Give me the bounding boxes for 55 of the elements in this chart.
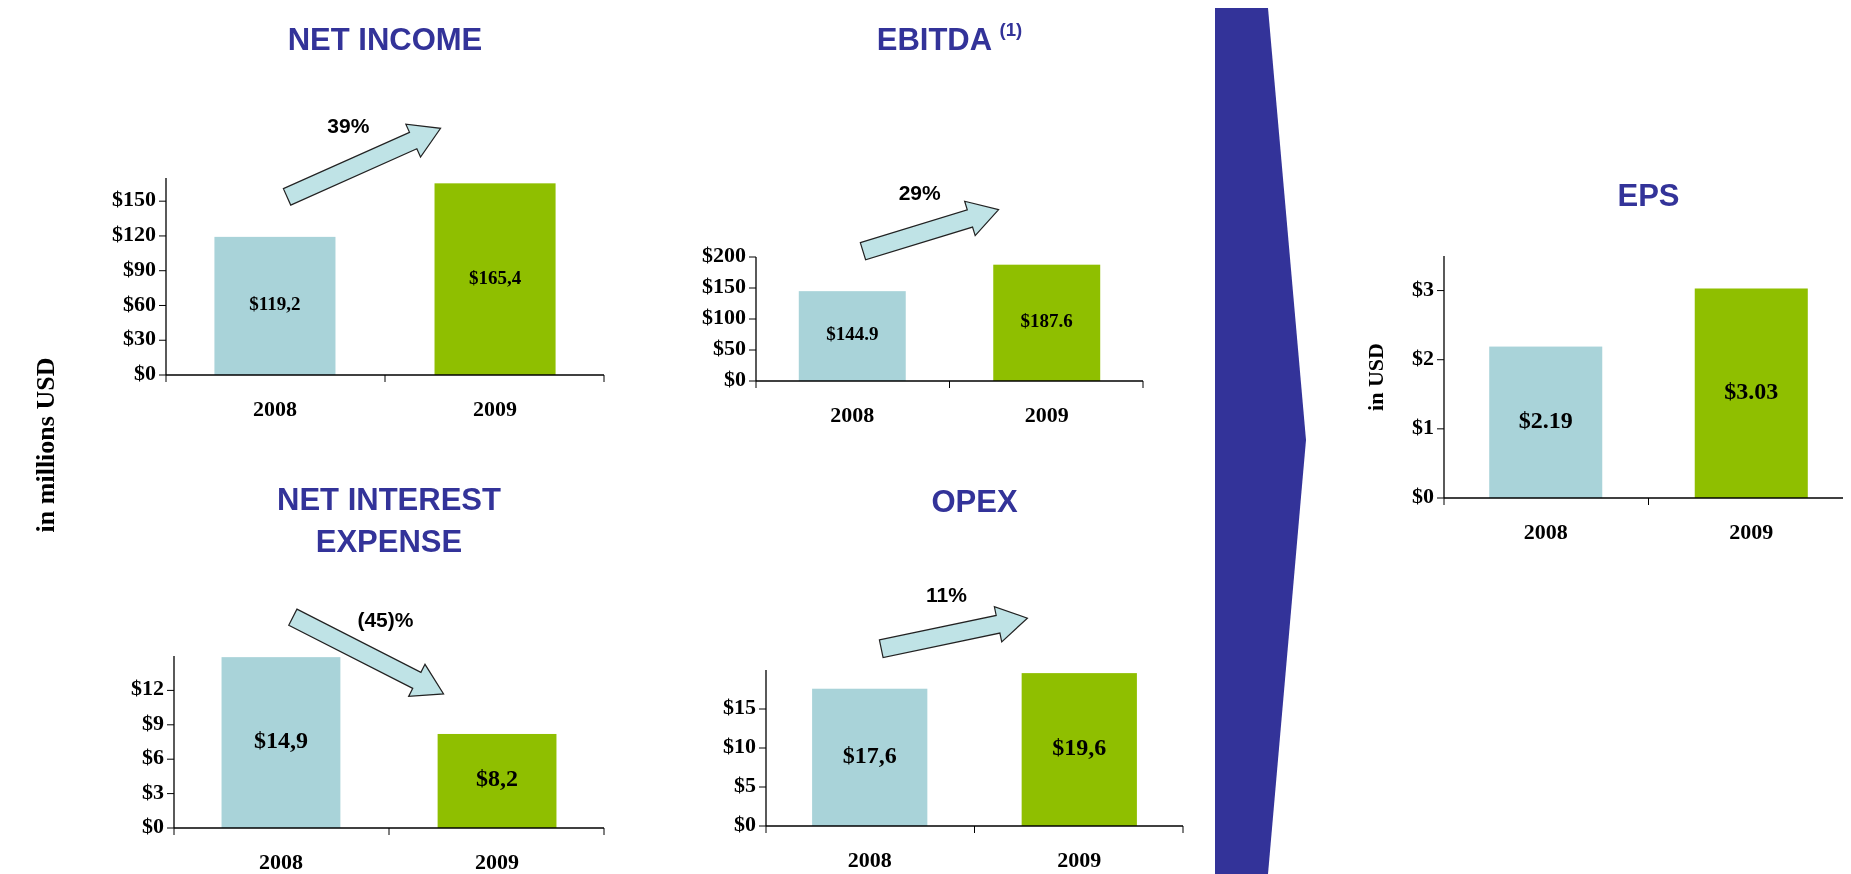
data-label: $17,6 [842, 741, 897, 768]
y-tick-label: $12 [131, 675, 164, 701]
y-tick-label: $0 [134, 360, 156, 386]
y-tick-label: $3 [1412, 275, 1434, 301]
text: 11% [926, 582, 968, 606]
y-tick-label: $3 [142, 778, 164, 804]
x-tick-label: 2009 [1057, 847, 1102, 873]
y-tick-label: $5 [734, 772, 756, 798]
chart-title: EBITDA $^{(1)}$ [876, 19, 1023, 58]
x-tick-label: 2009 [1729, 519, 1774, 545]
chart-title: NET INTEREST EXPENSE [277, 482, 502, 560]
y-tick-label: $90 [123, 255, 156, 281]
data-label: $144.9 [826, 323, 879, 345]
y-tick-label: $6 [142, 744, 164, 770]
text: (45)% [357, 608, 414, 632]
x-tick-label: 2008 [258, 849, 303, 874]
chart-title: OPEX [931, 484, 1018, 520]
data-label: $187.6 [1020, 310, 1073, 332]
y-tick-label: $10 [723, 733, 756, 759]
y-tick-label: $0 [734, 811, 756, 837]
y-tick-label: $50 [713, 335, 746, 361]
chart-title: EPS [1617, 178, 1680, 214]
chart-title: NET INCOME [287, 22, 483, 58]
x-tick-label: 2009 [473, 396, 518, 422]
data-label: $3.03 [1724, 377, 1779, 404]
x-tick-label: 2008 [847, 847, 892, 873]
x-tick-label: 2008 [830, 402, 875, 428]
text: 29% [898, 180, 942, 204]
data-label: $2.19 [1518, 406, 1573, 433]
x-tick-label: 2009 [475, 849, 520, 874]
y-tick-label: $60 [123, 290, 156, 316]
y-tick-label: $1 [1412, 413, 1434, 439]
x-tick-label: 2008 [252, 396, 297, 422]
x-tick-label: 2008 [1523, 519, 1568, 545]
data-label: $8,2 [476, 765, 519, 792]
y-tick-label: $150 [702, 273, 746, 299]
y-tick-label: $200 [702, 242, 746, 268]
y-tick-label: $0 [1412, 483, 1434, 509]
y-tick-label: $30 [123, 325, 156, 351]
y-tick-label: $0 [142, 813, 164, 839]
y-tick-label: $120 [112, 220, 156, 246]
data-label: $119,2 [249, 293, 301, 315]
y-tick-label: $150 [112, 186, 156, 212]
y-tick-label: $9 [142, 709, 164, 735]
y-tick-label: $0 [724, 366, 746, 392]
data-label: $19,6 [1052, 734, 1107, 761]
data-label: $165,4 [468, 266, 522, 288]
data-label: $14,9 [253, 727, 308, 754]
text: 39% [327, 114, 370, 138]
y-tick-label: $100 [702, 304, 746, 330]
y-tick-label: $15 [723, 694, 756, 720]
y-tick-label: $2 [1412, 344, 1434, 370]
y-axis-title: in USD [1363, 343, 1389, 411]
x-tick-label: 2009 [1024, 402, 1069, 428]
y-axis-title: in millions USD [30, 357, 60, 533]
